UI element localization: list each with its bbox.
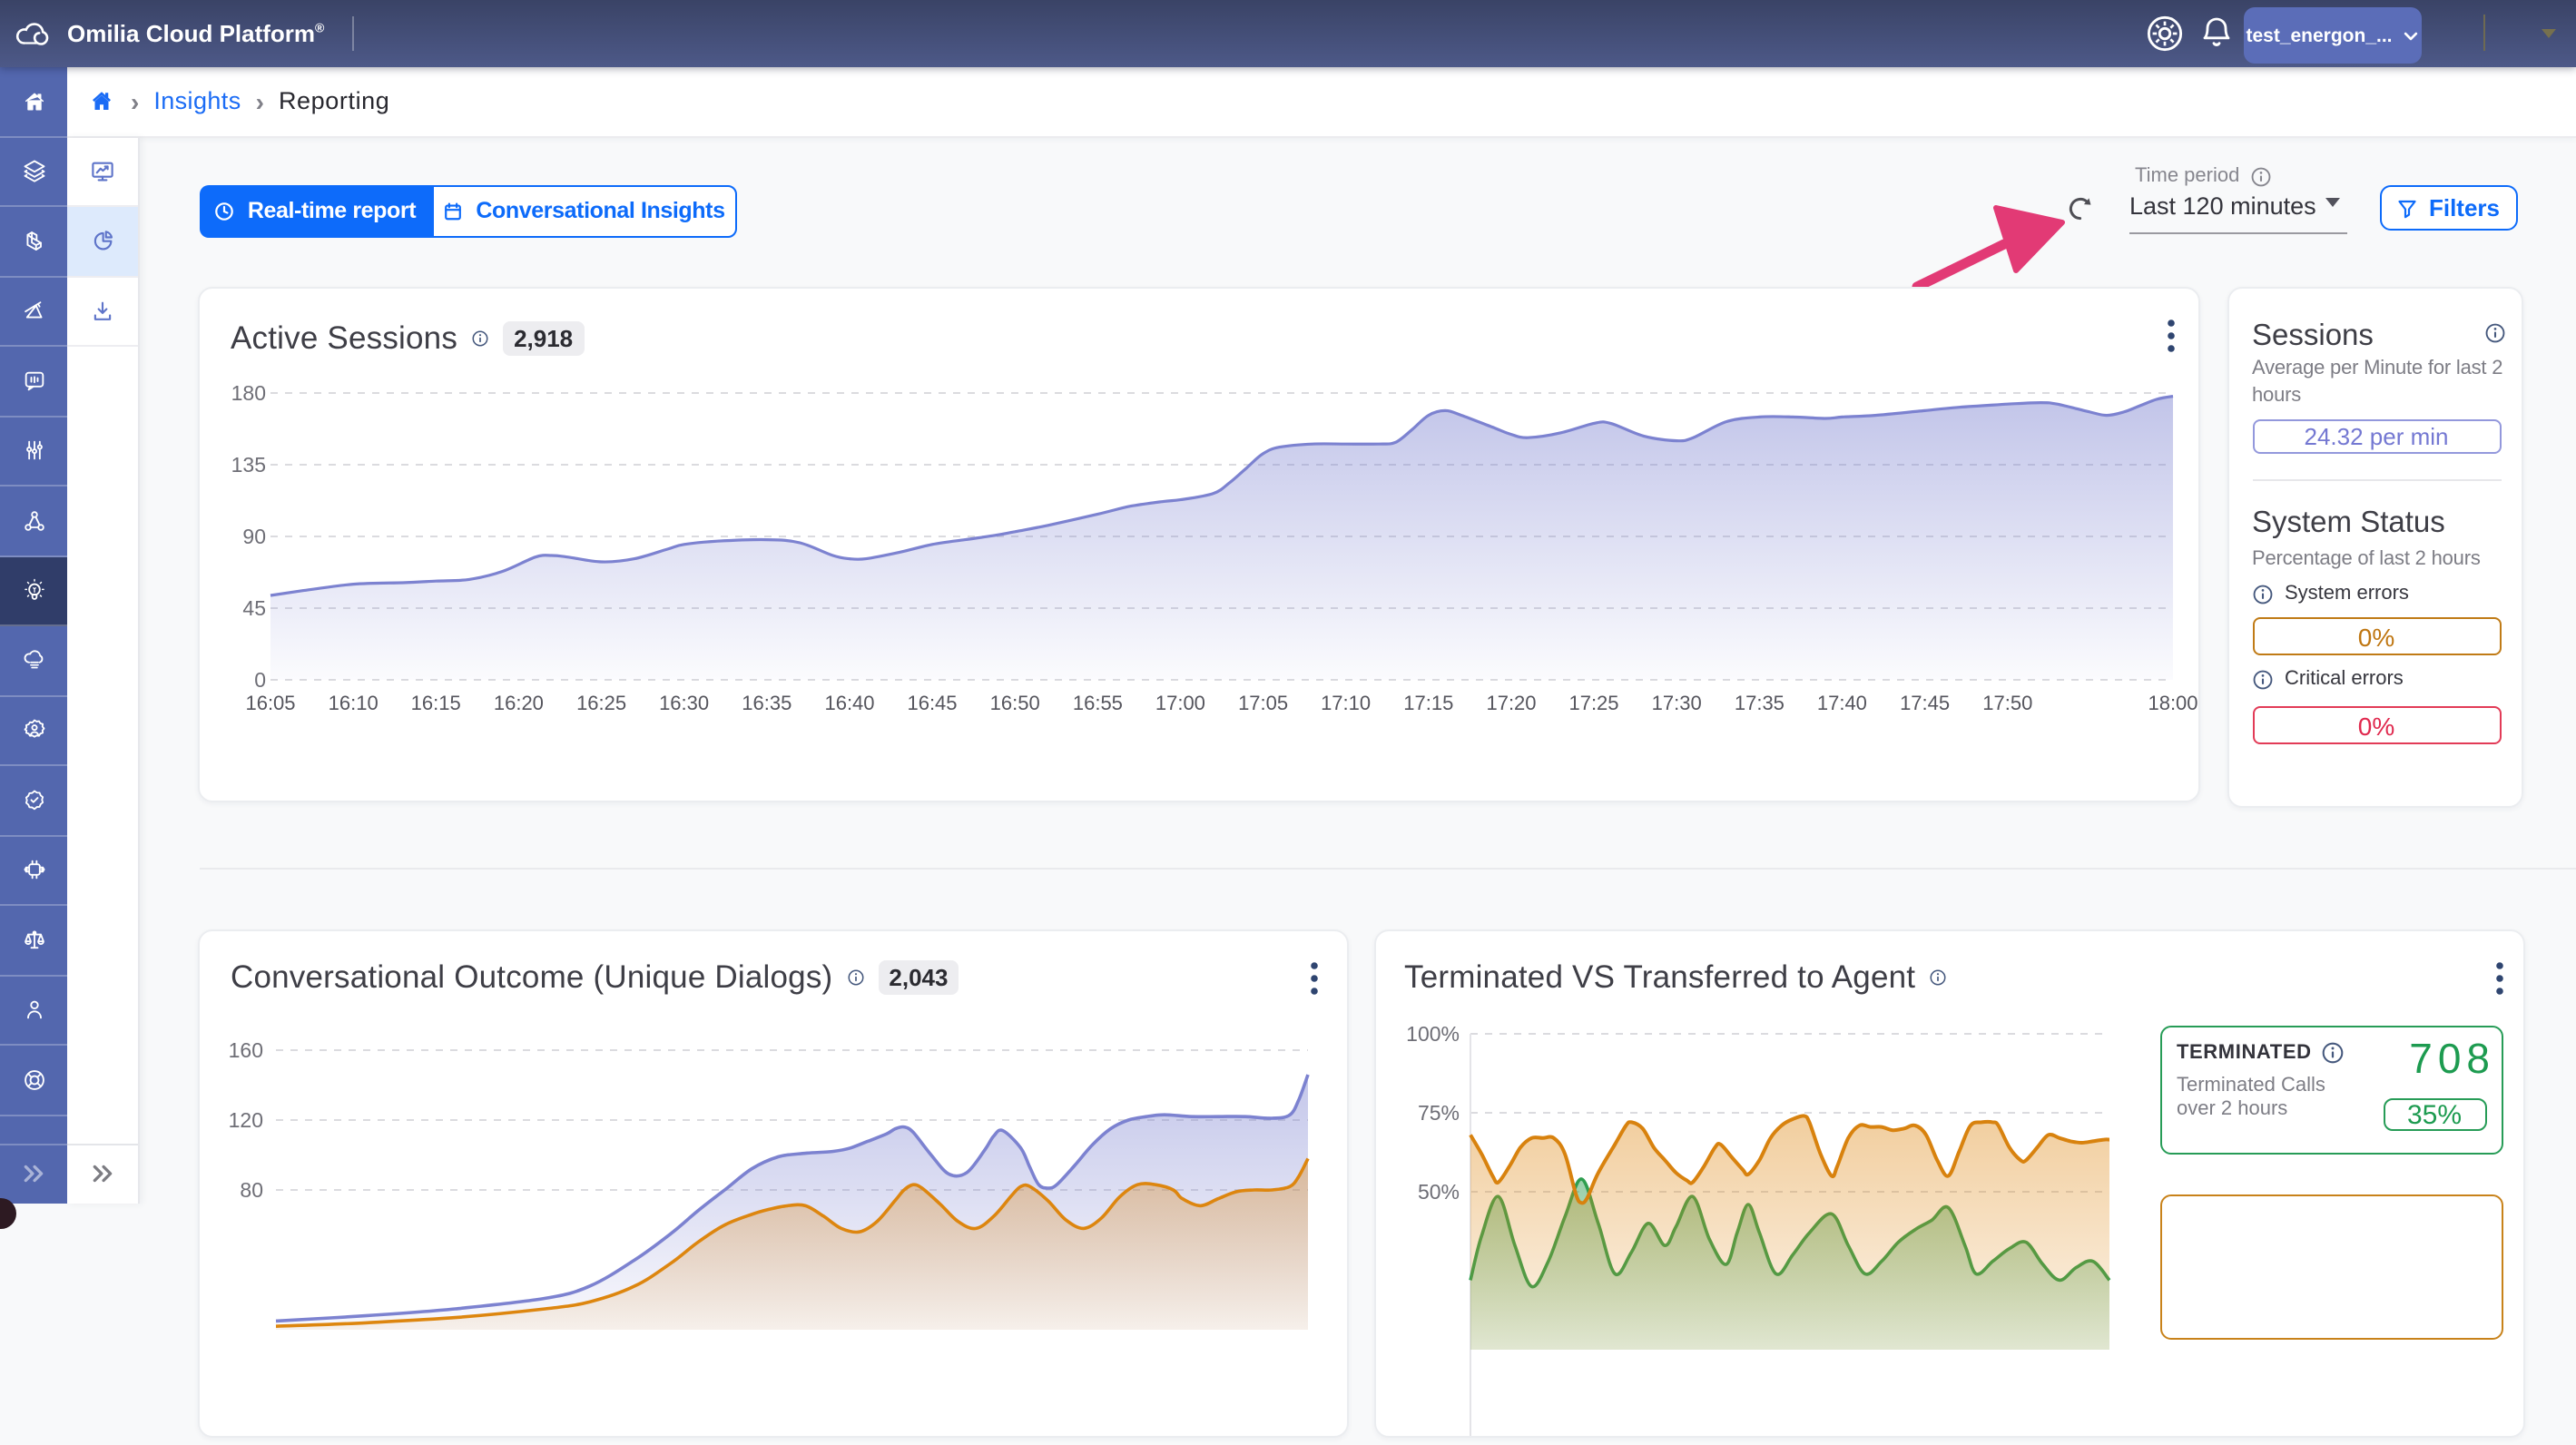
- svg-text:45: 45: [242, 596, 266, 620]
- svg-text:17:00: 17:00: [1155, 692, 1205, 714]
- svg-text:17:20: 17:20: [1486, 692, 1536, 714]
- svg-text:17:05: 17:05: [1238, 692, 1288, 714]
- svg-text:16:50: 16:50: [990, 692, 1040, 714]
- svg-text:16:45: 16:45: [907, 692, 957, 714]
- svg-text:16:55: 16:55: [1073, 692, 1123, 714]
- svg-text:90: 90: [242, 525, 266, 548]
- svg-text:16:25: 16:25: [576, 692, 626, 714]
- svg-text:16:20: 16:20: [494, 692, 544, 714]
- svg-text:135: 135: [231, 453, 266, 477]
- svg-text:160: 160: [229, 1038, 263, 1062]
- svg-text:16:15: 16:15: [411, 692, 461, 714]
- svg-text:120: 120: [229, 1108, 263, 1132]
- svg-text:17:35: 17:35: [1735, 692, 1785, 714]
- svg-text:17:10: 17:10: [1321, 692, 1371, 714]
- svg-text:17:15: 17:15: [1403, 692, 1453, 714]
- svg-text:0: 0: [254, 668, 266, 692]
- svg-text:17:50: 17:50: [1982, 692, 2032, 714]
- svg-text:16:40: 16:40: [824, 692, 874, 714]
- svg-text:18:00: 18:00: [2148, 692, 2197, 714]
- svg-text:50%: 50%: [1417, 1180, 1459, 1204]
- svg-text:180: 180: [231, 381, 266, 405]
- svg-text:17:40: 17:40: [1817, 692, 1867, 714]
- svg-text:16:30: 16:30: [659, 692, 709, 714]
- svg-text:16:10: 16:10: [329, 692, 379, 714]
- svg-text:17:30: 17:30: [1652, 692, 1702, 714]
- svg-text:17:25: 17:25: [1568, 692, 1618, 714]
- svg-text:80: 80: [240, 1178, 263, 1202]
- svg-text:75%: 75%: [1417, 1101, 1459, 1125]
- svg-text:16:05: 16:05: [245, 692, 295, 714]
- svg-text:100%: 100%: [1405, 1022, 1459, 1046]
- svg-text:16:35: 16:35: [742, 692, 791, 714]
- svg-text:17:45: 17:45: [1900, 692, 1950, 714]
